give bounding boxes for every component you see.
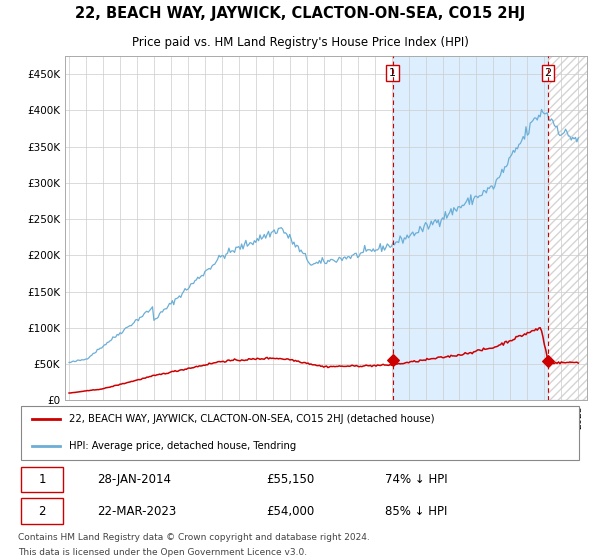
Text: Contains HM Land Registry data © Crown copyright and database right 2024.: Contains HM Land Registry data © Crown c…	[18, 533, 370, 542]
Text: 2: 2	[545, 68, 551, 78]
Point	[388, 356, 398, 365]
Text: Price paid vs. HM Land Registry's House Price Index (HPI): Price paid vs. HM Land Registry's House …	[131, 36, 469, 49]
Text: 1: 1	[389, 68, 396, 78]
Text: HPI: Average price, detached house, Tendring: HPI: Average price, detached house, Tend…	[69, 441, 296, 451]
FancyBboxPatch shape	[21, 405, 578, 460]
Text: 85% ↓ HPI: 85% ↓ HPI	[385, 505, 447, 517]
Text: 74% ↓ HPI: 74% ↓ HPI	[385, 473, 447, 486]
Text: 1: 1	[38, 473, 46, 486]
Bar	[548, 56, 600, 400]
Bar	[393, 56, 548, 400]
Text: 28-JAN-2014: 28-JAN-2014	[97, 473, 171, 486]
Text: This data is licensed under the Open Government Licence v3.0.: This data is licensed under the Open Gov…	[18, 548, 307, 557]
Text: 2: 2	[38, 505, 46, 517]
Bar	[548, 56, 600, 400]
Text: £54,000: £54,000	[266, 505, 314, 517]
Text: 22, BEACH WAY, JAYWICK, CLACTON-ON-SEA, CO15 2HJ: 22, BEACH WAY, JAYWICK, CLACTON-ON-SEA, …	[75, 6, 525, 21]
FancyBboxPatch shape	[21, 498, 63, 524]
Text: 22, BEACH WAY, JAYWICK, CLACTON-ON-SEA, CO15 2HJ (detached house): 22, BEACH WAY, JAYWICK, CLACTON-ON-SEA, …	[69, 414, 434, 424]
Text: 22-MAR-2023: 22-MAR-2023	[97, 505, 176, 517]
FancyBboxPatch shape	[21, 466, 63, 492]
Text: £55,150: £55,150	[266, 473, 314, 486]
Point	[543, 357, 553, 366]
